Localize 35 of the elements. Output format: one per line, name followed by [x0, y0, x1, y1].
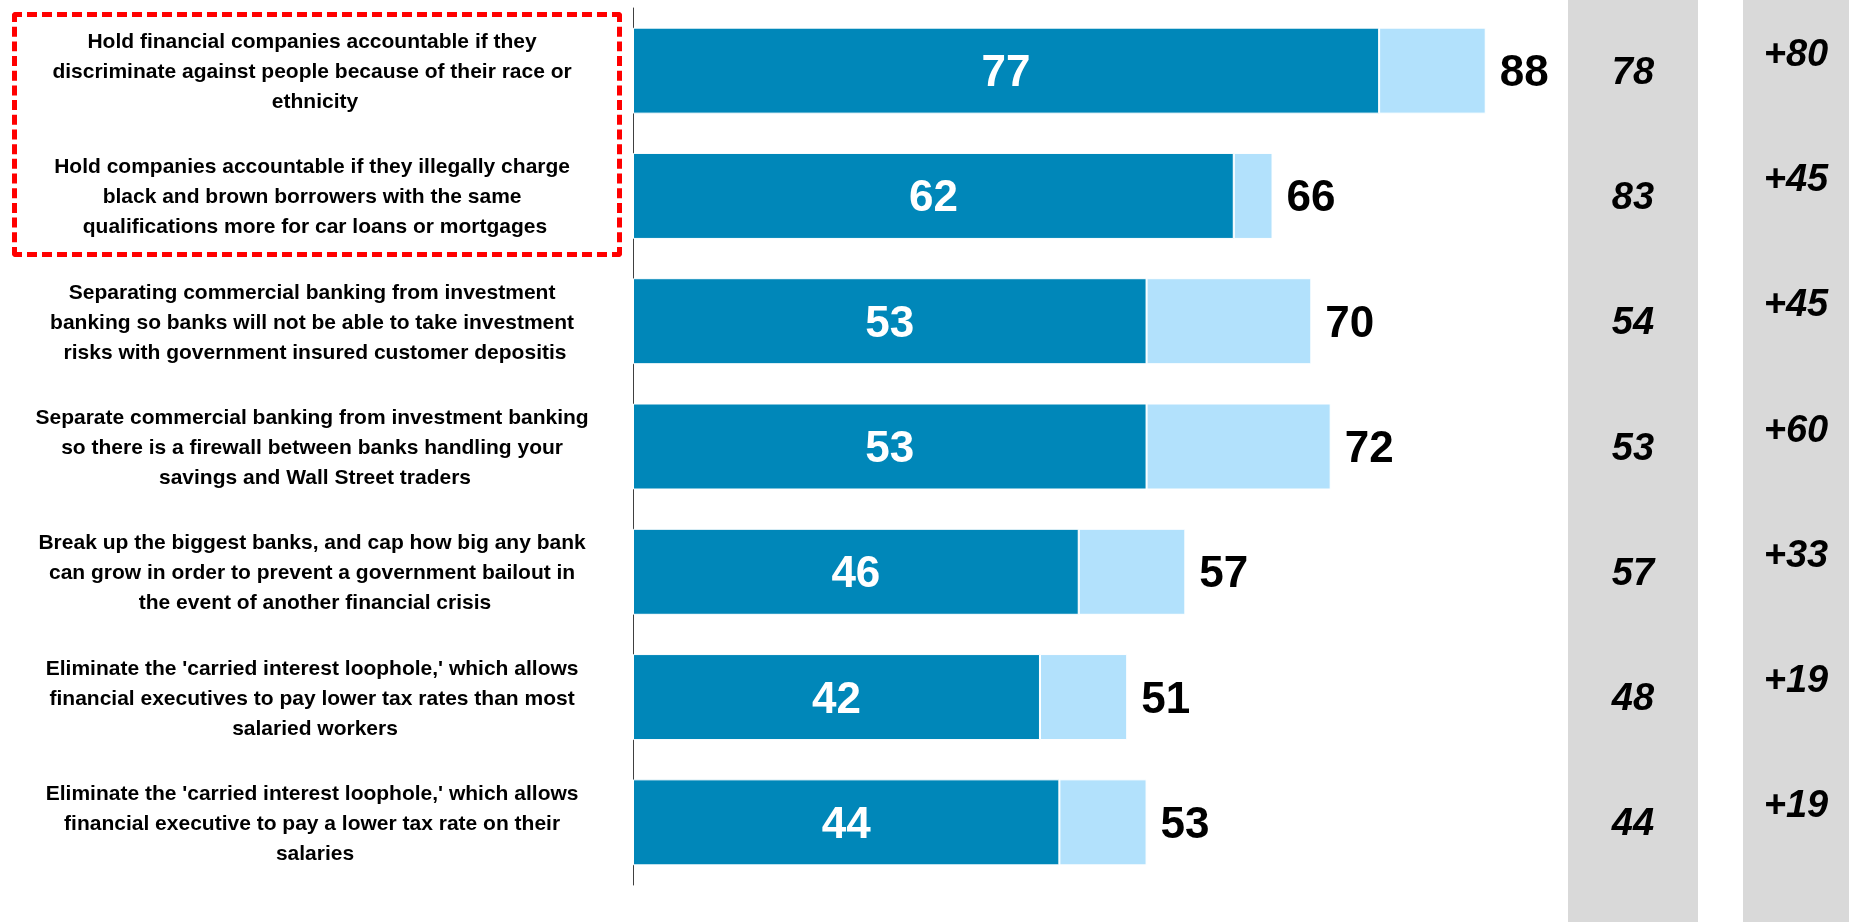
data-label: 62 — [908, 171, 958, 221]
y-tick-label: Hold companies accountable if they illegally charge black and brown borrowers with the same qualifications more for car loans or mortgages — [54, 154, 576, 238]
text: 48 — [1611, 675, 1655, 719]
data-label: 44 — [821, 797, 872, 847]
data-label: 46 — [831, 547, 881, 597]
text: 44 — [1611, 800, 1655, 844]
text: +33 — [1763, 532, 1829, 576]
text: 53 — [1611, 425, 1655, 468]
text: 83 — [1611, 174, 1655, 218]
data-label: 42 — [812, 672, 861, 722]
y-tick-label: Eliminate the 'carried interest loophole,' which allows financial executive to pay a lower tax rate on their salaries — [45, 780, 585, 864]
y-tick-label: Eliminate the 'carried interest loophole,' which allows financial executives to pay lower tax rates than most salaried workers — [45, 655, 585, 739]
y-tick-label: Separating commercial banking from investment banking so banks will not be able to take investment risks with government insured customer depositis — [50, 279, 580, 363]
total-label: 57 — [1199, 547, 1249, 597]
text: +19 — [1763, 782, 1829, 826]
data-label: 53 — [865, 296, 915, 346]
total-label: 51 — [1141, 672, 1191, 722]
text: +60 — [1763, 407, 1829, 450]
y-tick-label: Hold financial companies accountable if they discriminate against people because of their race or ethnicity — [52, 29, 578, 113]
y-tick-label: Separate commercial banking from investment banking so there is a firewall between banks handling your savings and Wall Street traders — [35, 405, 595, 488]
text: 57 — [1611, 550, 1655, 594]
text: +45 — [1763, 281, 1829, 325]
data-label: 77 — [981, 46, 1031, 96]
text: +45 — [1763, 156, 1829, 200]
total-label: 53 — [1160, 797, 1210, 847]
total-label: 88 — [1499, 46, 1549, 96]
text: 78 — [1611, 49, 1655, 93]
text: +19 — [1763, 657, 1829, 701]
data-label: 53 — [865, 422, 915, 471]
text: 54 — [1611, 299, 1655, 343]
text: +80 — [1763, 31, 1829, 75]
y-tick-label: Break up the biggest banks, and cap how big any bank can grow in order to prevent a government bailout in the event of another financial crisis — [38, 530, 592, 614]
total-label: 66 — [1286, 171, 1336, 221]
total-label: 72 — [1344, 422, 1394, 471]
total-label: 70 — [1325, 296, 1375, 346]
